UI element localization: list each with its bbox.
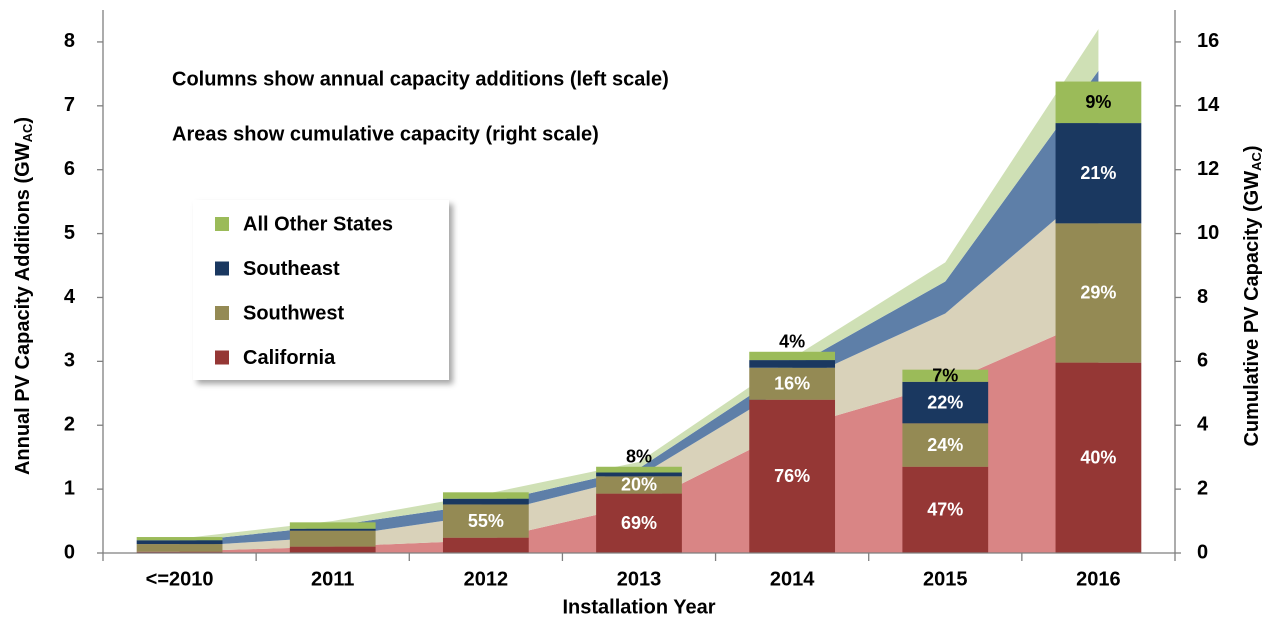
- legend-swatch: [215, 350, 229, 365]
- x-tick-label: 2016: [1076, 568, 1121, 590]
- bar-segment: [596, 493, 682, 553]
- bar-segment: [902, 369, 989, 382]
- legend: All Other States Southeast Southwest Califo…: [193, 200, 449, 380]
- legend-label: Southeast: [243, 258, 340, 280]
- y-tick-label: 5: [64, 222, 75, 244]
- legend-swatch: [215, 306, 229, 320]
- y2-tick-label: 12: [1197, 158, 1219, 180]
- bar-segment: [136, 544, 223, 552]
- share-label: 4%: [779, 332, 805, 352]
- bar-segment: [749, 367, 836, 400]
- y-tick-label: 8: [64, 30, 75, 52]
- bar-segment: [1055, 362, 1142, 553]
- legend-label: All Other States: [243, 213, 393, 235]
- y2-tick-label: 10: [1197, 222, 1219, 244]
- bar-segment: [1055, 123, 1142, 224]
- bar-segment: [442, 492, 529, 499]
- bar-segment: [289, 546, 376, 553]
- share-label: 20%: [621, 475, 657, 495]
- bar-segment: [902, 466, 989, 553]
- bar-segment: [1055, 81, 1142, 124]
- share-label: 9%: [1085, 92, 1111, 112]
- bar-segment: [289, 530, 376, 547]
- x-tick-label: 2011: [311, 568, 354, 590]
- share-label: 55%: [468, 511, 504, 531]
- cumulative-area: [179, 316, 1099, 553]
- y2-axis-label: Cumulative PV Capacity (GWAC): [1241, 145, 1264, 446]
- y2-axis-label-sub: AC: [1249, 152, 1264, 171]
- share-label: 40%: [1080, 448, 1116, 468]
- share-label: 29%: [1080, 283, 1116, 303]
- legend-swatch: [215, 261, 229, 276]
- y-tick-label: 1: [64, 477, 75, 499]
- bar-segment: [902, 381, 989, 424]
- annotation: Areas show cumulative capacity (right sc…: [172, 123, 599, 145]
- bar-segment: [136, 540, 223, 545]
- bar-segment: [442, 498, 529, 505]
- share-label: 16%: [774, 373, 810, 393]
- legend-swatch: [215, 217, 229, 231]
- x-tick-label: <=2010: [146, 568, 214, 590]
- bars: 69% 76% 47% 40% 55% 20% 16% 24% 29% 22% 21% 8% 4% 7% 9…: [136, 81, 1142, 553]
- y2-tick-label: 14: [1197, 94, 1220, 116]
- y-tick-label: 0: [64, 541, 75, 563]
- x-tick-label: 2013: [617, 568, 662, 590]
- bar-segment: [749, 351, 836, 361]
- y-axis-label-part: Annual PV Capacity Additions (GW: [12, 142, 34, 475]
- y2-tick-label: 8: [1197, 286, 1208, 308]
- legend-box: [193, 200, 449, 380]
- x-tick-label: 2012: [464, 568, 509, 590]
- bar-segment: [136, 537, 223, 541]
- y2-tick-label: 2: [1197, 477, 1208, 499]
- x-axis-label: Installation Year: [562, 596, 715, 618]
- share-label: 22%: [927, 392, 963, 412]
- share-label: 21%: [1080, 163, 1116, 183]
- bar-segment: [1055, 223, 1142, 363]
- bar-segment: [902, 423, 989, 467]
- bar-segment: [289, 522, 376, 529]
- legend-label: Southwest: [243, 302, 344, 324]
- y2-axis-label-part: ): [1241, 145, 1263, 152]
- y-tick-label: 4: [64, 286, 76, 308]
- share-label: 47%: [927, 500, 963, 520]
- bar-segment: [596, 476, 682, 494]
- y-axis-label-sub: AC: [20, 123, 35, 142]
- y-tick-label: 3: [64, 350, 75, 372]
- y2-tick-label: 16: [1197, 30, 1219, 52]
- x-tick-label: 2014: [770, 568, 815, 590]
- y-tick-label: 2: [64, 414, 75, 436]
- bar-segment: [596, 472, 682, 477]
- cumulative-area: [179, 70, 1099, 547]
- bar-segment: [596, 466, 682, 473]
- y2-tick-label: 4: [1197, 414, 1209, 436]
- share-label: 8%: [626, 447, 652, 467]
- bar-segment: [442, 504, 529, 538]
- bar-segment: [749, 360, 836, 368]
- y-tick-label: 7: [64, 94, 75, 116]
- y-axis-label-part: ): [12, 117, 34, 124]
- legend-label: California: [243, 347, 336, 369]
- annotation: Columns show annual capacity additions (…: [172, 68, 669, 90]
- share-label: 76%: [774, 466, 810, 486]
- y2-axis-label-part: Cumulative PV Capacity (GW: [1241, 171, 1263, 447]
- bar-segment: [289, 528, 376, 531]
- y-tick-label: 6: [64, 158, 75, 180]
- cumulative-area: [179, 29, 1099, 542]
- share-label: 24%: [927, 435, 963, 455]
- x-tick-label: 2015: [923, 568, 968, 590]
- y2-tick-label: 0: [1197, 541, 1208, 563]
- bar-segment: [749, 399, 836, 553]
- bar-segment: [442, 537, 529, 553]
- y2-tick-label: 6: [1197, 350, 1208, 372]
- share-label: 7%: [932, 365, 958, 385]
- share-label: 69%: [621, 513, 657, 533]
- y-axis-label: Annual PV Capacity Additions (GWAC): [12, 117, 35, 475]
